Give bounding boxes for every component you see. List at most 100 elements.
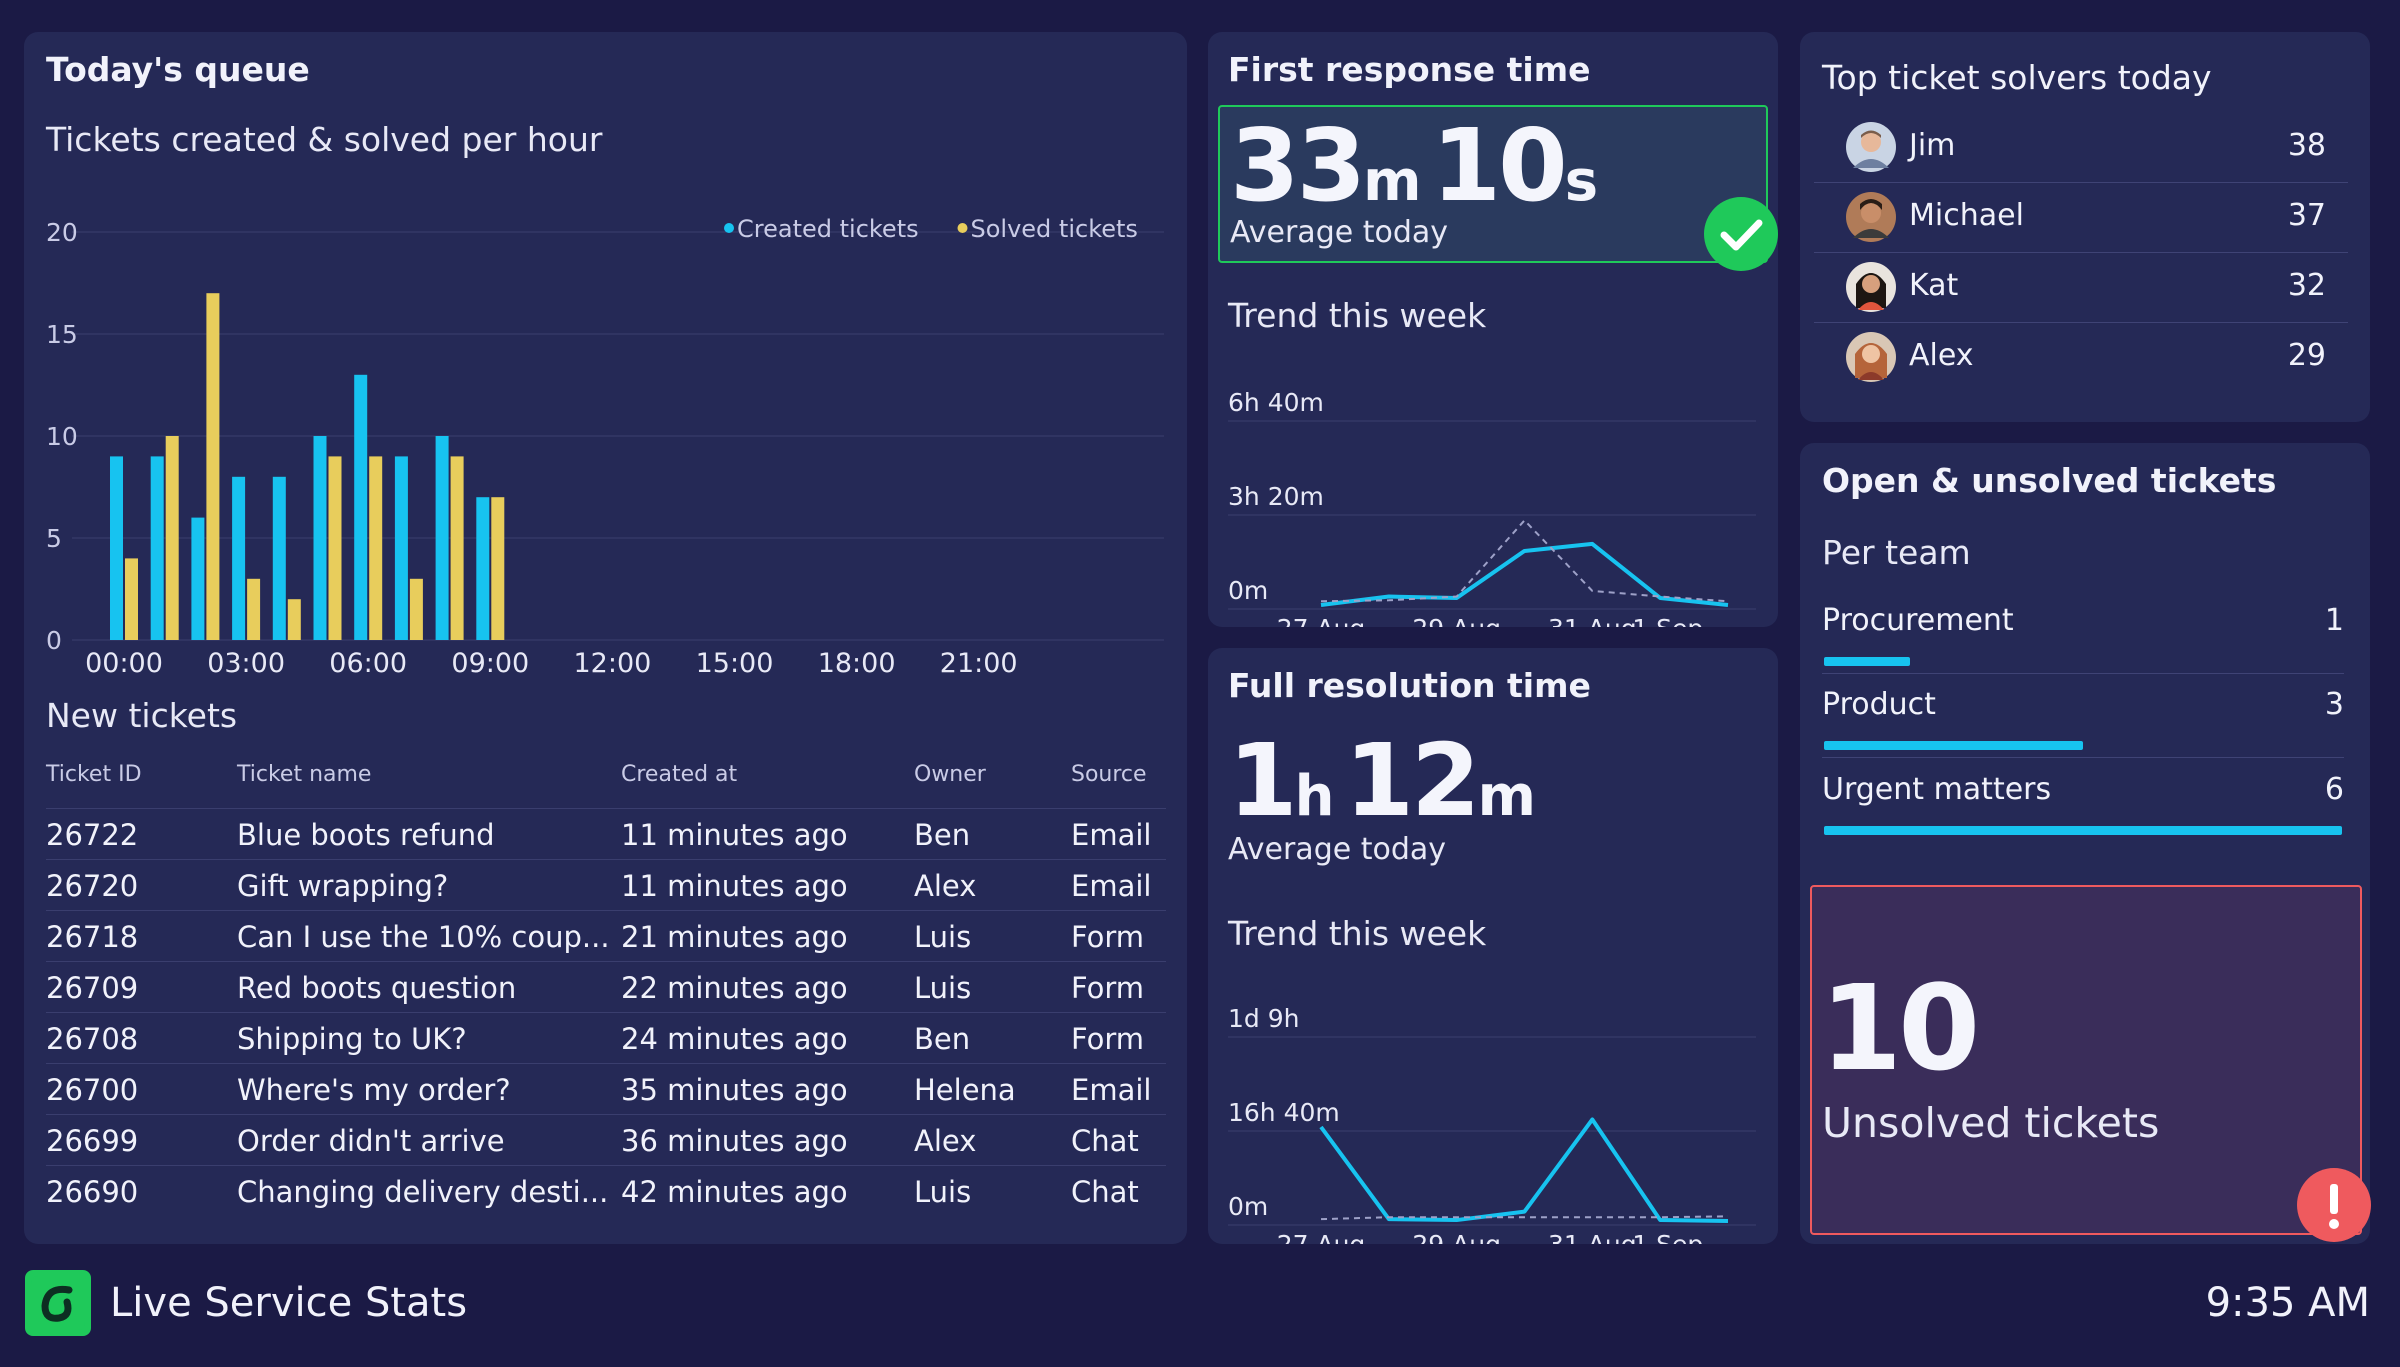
x-tick-label: 31 Aug xyxy=(1548,614,1637,627)
solver-count: 29 xyxy=(2287,338,2326,373)
top-solvers-title: Top ticket solvers today xyxy=(1822,58,2212,97)
first-response-trend-chart: 0m 3h 20m 6h 40m 27 Aug 29 Aug 31 Aug1 Sep xyxy=(1228,388,1756,627)
alert-icon xyxy=(2297,1168,2371,1242)
cell-source: Form xyxy=(1071,971,1145,1005)
y-tick-label: 6h 40m xyxy=(1228,388,1324,417)
y-tick-label: 1d 9h xyxy=(1228,1004,1299,1033)
full-resolution-value: 1h 12m xyxy=(1228,722,1536,839)
first-response-value: 33m 10s xyxy=(1230,107,1599,224)
bar-solved-tickets xyxy=(165,436,179,640)
cell-owner: Ben xyxy=(914,1022,971,1056)
solver-name: Jim xyxy=(1909,128,1956,163)
y-tick-label: 5 xyxy=(46,524,62,553)
cell-created-at: 11 minutes ago xyxy=(621,869,848,903)
bar-solved-tickets xyxy=(491,497,505,640)
bar-solved-tickets xyxy=(206,293,220,640)
cell-ticket-name: Where's my order? xyxy=(237,1073,511,1107)
cell-created-at: 42 minutes ago xyxy=(621,1175,848,1209)
chart-subtitle: Tickets created & solved per hour xyxy=(46,120,603,159)
table-row[interactable]: 26700 Where's my order? 35 minutes ago Hele… xyxy=(46,1063,1166,1114)
cell-ticket-id: 26699 xyxy=(46,1124,139,1158)
team-name: Procurement xyxy=(1822,603,2014,638)
solver-count: 37 xyxy=(2287,198,2326,233)
cell-source: Email xyxy=(1071,869,1152,903)
table-row[interactable]: 26708 Shipping to UK? 24 minutes ago Ben For… xyxy=(46,1012,1166,1063)
x-tick-label: 18:00 xyxy=(818,648,896,679)
y-tick-label: 15 xyxy=(46,320,78,349)
cell-source: Email xyxy=(1071,1073,1152,1107)
table-row[interactable]: 26690 Changing delivery desti... 42 minute… xyxy=(46,1165,1166,1216)
cell-ticket-id: 26700 xyxy=(46,1073,139,1107)
tickets-per-hour-chart: 0 5 10 15 20 00:00 03:00 06:00 09:00 12:00 15:00 18… xyxy=(46,215,1164,679)
x-tick-label: 21:00 xyxy=(940,648,1018,679)
bar-created-tickets xyxy=(110,456,123,640)
bar-created-tickets xyxy=(150,456,164,640)
header-source: Source xyxy=(1071,762,1147,787)
legend-label: Created tickets xyxy=(737,215,919,243)
full-resolution-panel: Full resolution time 1h 12m Average today… xyxy=(1208,648,1778,1244)
table-row[interactable]: 26720 Gift wrapping? 11 minutes ago Alex Ema… xyxy=(46,859,1166,910)
cell-ticket-name: Changing delivery desti... xyxy=(237,1175,609,1209)
open-unsolved-panel: Open & unsolved tickets Per team Procure… xyxy=(1800,443,2371,1244)
table-row[interactable]: 26699 Order didn't arrive 36 minutes ago Al… xyxy=(46,1114,1166,1165)
cell-owner: Luis xyxy=(914,920,972,954)
cell-ticket-name: Blue boots refund xyxy=(237,818,495,852)
avatar xyxy=(1846,262,1896,312)
avatar xyxy=(1846,192,1896,242)
cell-ticket-name: Shipping to UK? xyxy=(237,1022,467,1056)
x-tick-label: 03:00 xyxy=(207,648,285,679)
legend-dot xyxy=(957,223,968,233)
open-unsolved-title: Open & unsolved tickets xyxy=(1822,461,2277,500)
first-response-kpi-box: 33m 10s Average today xyxy=(1218,105,1768,263)
unsolved-count: 10 xyxy=(1820,959,1980,1097)
full-resolution-title: Full resolution time xyxy=(1228,666,1591,705)
footer: Live Service Stats 9:35 AM xyxy=(0,1260,2400,1367)
cell-owner: Ben xyxy=(914,818,971,852)
avatar xyxy=(1846,332,1896,382)
bar-created-tickets xyxy=(191,517,205,640)
table-row[interactable]: 26718 Can I use the 10% coup... 21 minutes… xyxy=(46,910,1166,961)
table-row[interactable]: 26709 Red boots question 22 minutes ago Lui… xyxy=(46,961,1166,1012)
first-response-caption: Average today xyxy=(1230,215,1449,250)
first-response-trend-title: Trend this week xyxy=(1228,296,1487,335)
x-tick-label: 27 Aug xyxy=(1277,614,1366,627)
cell-ticket-name: Red boots question xyxy=(237,971,517,1005)
cell-ticket-name: Order didn't arrive xyxy=(237,1124,505,1158)
cell-created-at: 21 minutes ago xyxy=(621,920,848,954)
y-tick-label: 0 xyxy=(46,626,62,655)
x-tick-label: 09:00 xyxy=(451,648,529,679)
cell-source: Chat xyxy=(1071,1175,1139,1209)
bar-solved-tickets xyxy=(369,456,383,640)
solver-name: Michael xyxy=(1909,198,2024,233)
todays-queue-panel: Today's queue Tickets created & solved p… xyxy=(24,32,1187,1244)
first-response-title: First response time xyxy=(1228,50,1591,89)
team-row-procurement: Procurement 1 xyxy=(1822,603,2344,674)
team-name: Product xyxy=(1822,687,1936,722)
header-ticket-id: Ticket ID xyxy=(46,762,142,787)
unsolved-label: Unsolved tickets xyxy=(1822,1099,2160,1147)
y-tick-label: 10 xyxy=(46,422,78,451)
cell-owner: Luis xyxy=(914,971,972,1005)
cell-ticket-id: 26720 xyxy=(46,869,139,903)
x-tick-label: 1 Sep xyxy=(1632,614,1703,627)
per-team-subtitle: Per team xyxy=(1822,533,1971,572)
bar-solved-tickets xyxy=(247,578,261,640)
full-resolution-trend-title: Trend this week xyxy=(1228,914,1487,953)
bar-created-tickets xyxy=(272,476,286,640)
bar-created-tickets xyxy=(394,456,408,640)
full-resolution-trend-chart: 0m 16h 40m 1d 9h 27 Aug 29 Aug 31 Aug1 Sep xyxy=(1228,1004,1756,1244)
new-tickets-title: New tickets xyxy=(46,696,238,735)
cell-ticket-id: 26709 xyxy=(46,971,139,1005)
bar-solved-tickets xyxy=(450,456,464,640)
full-resolution-caption: Average today xyxy=(1228,832,1447,867)
cell-owner: Alex xyxy=(914,869,977,903)
trend-line-this-week xyxy=(1319,1117,1729,1223)
cell-owner: Helena xyxy=(914,1073,1016,1107)
first-response-panel: First response time 33m 10s Average today… xyxy=(1208,32,1778,627)
x-tick-label: 29 Aug xyxy=(1412,614,1501,627)
trend-line-previous xyxy=(1320,1215,1729,1221)
team-bar xyxy=(1824,657,1911,666)
y-tick-label: 0m xyxy=(1228,1192,1268,1221)
table-row[interactable]: 26722 Blue boots refund 11 minutes ago Ben E… xyxy=(46,808,1166,859)
top-solvers-panel: Top ticket solvers today Jim 38 Michael … xyxy=(1800,32,2370,422)
